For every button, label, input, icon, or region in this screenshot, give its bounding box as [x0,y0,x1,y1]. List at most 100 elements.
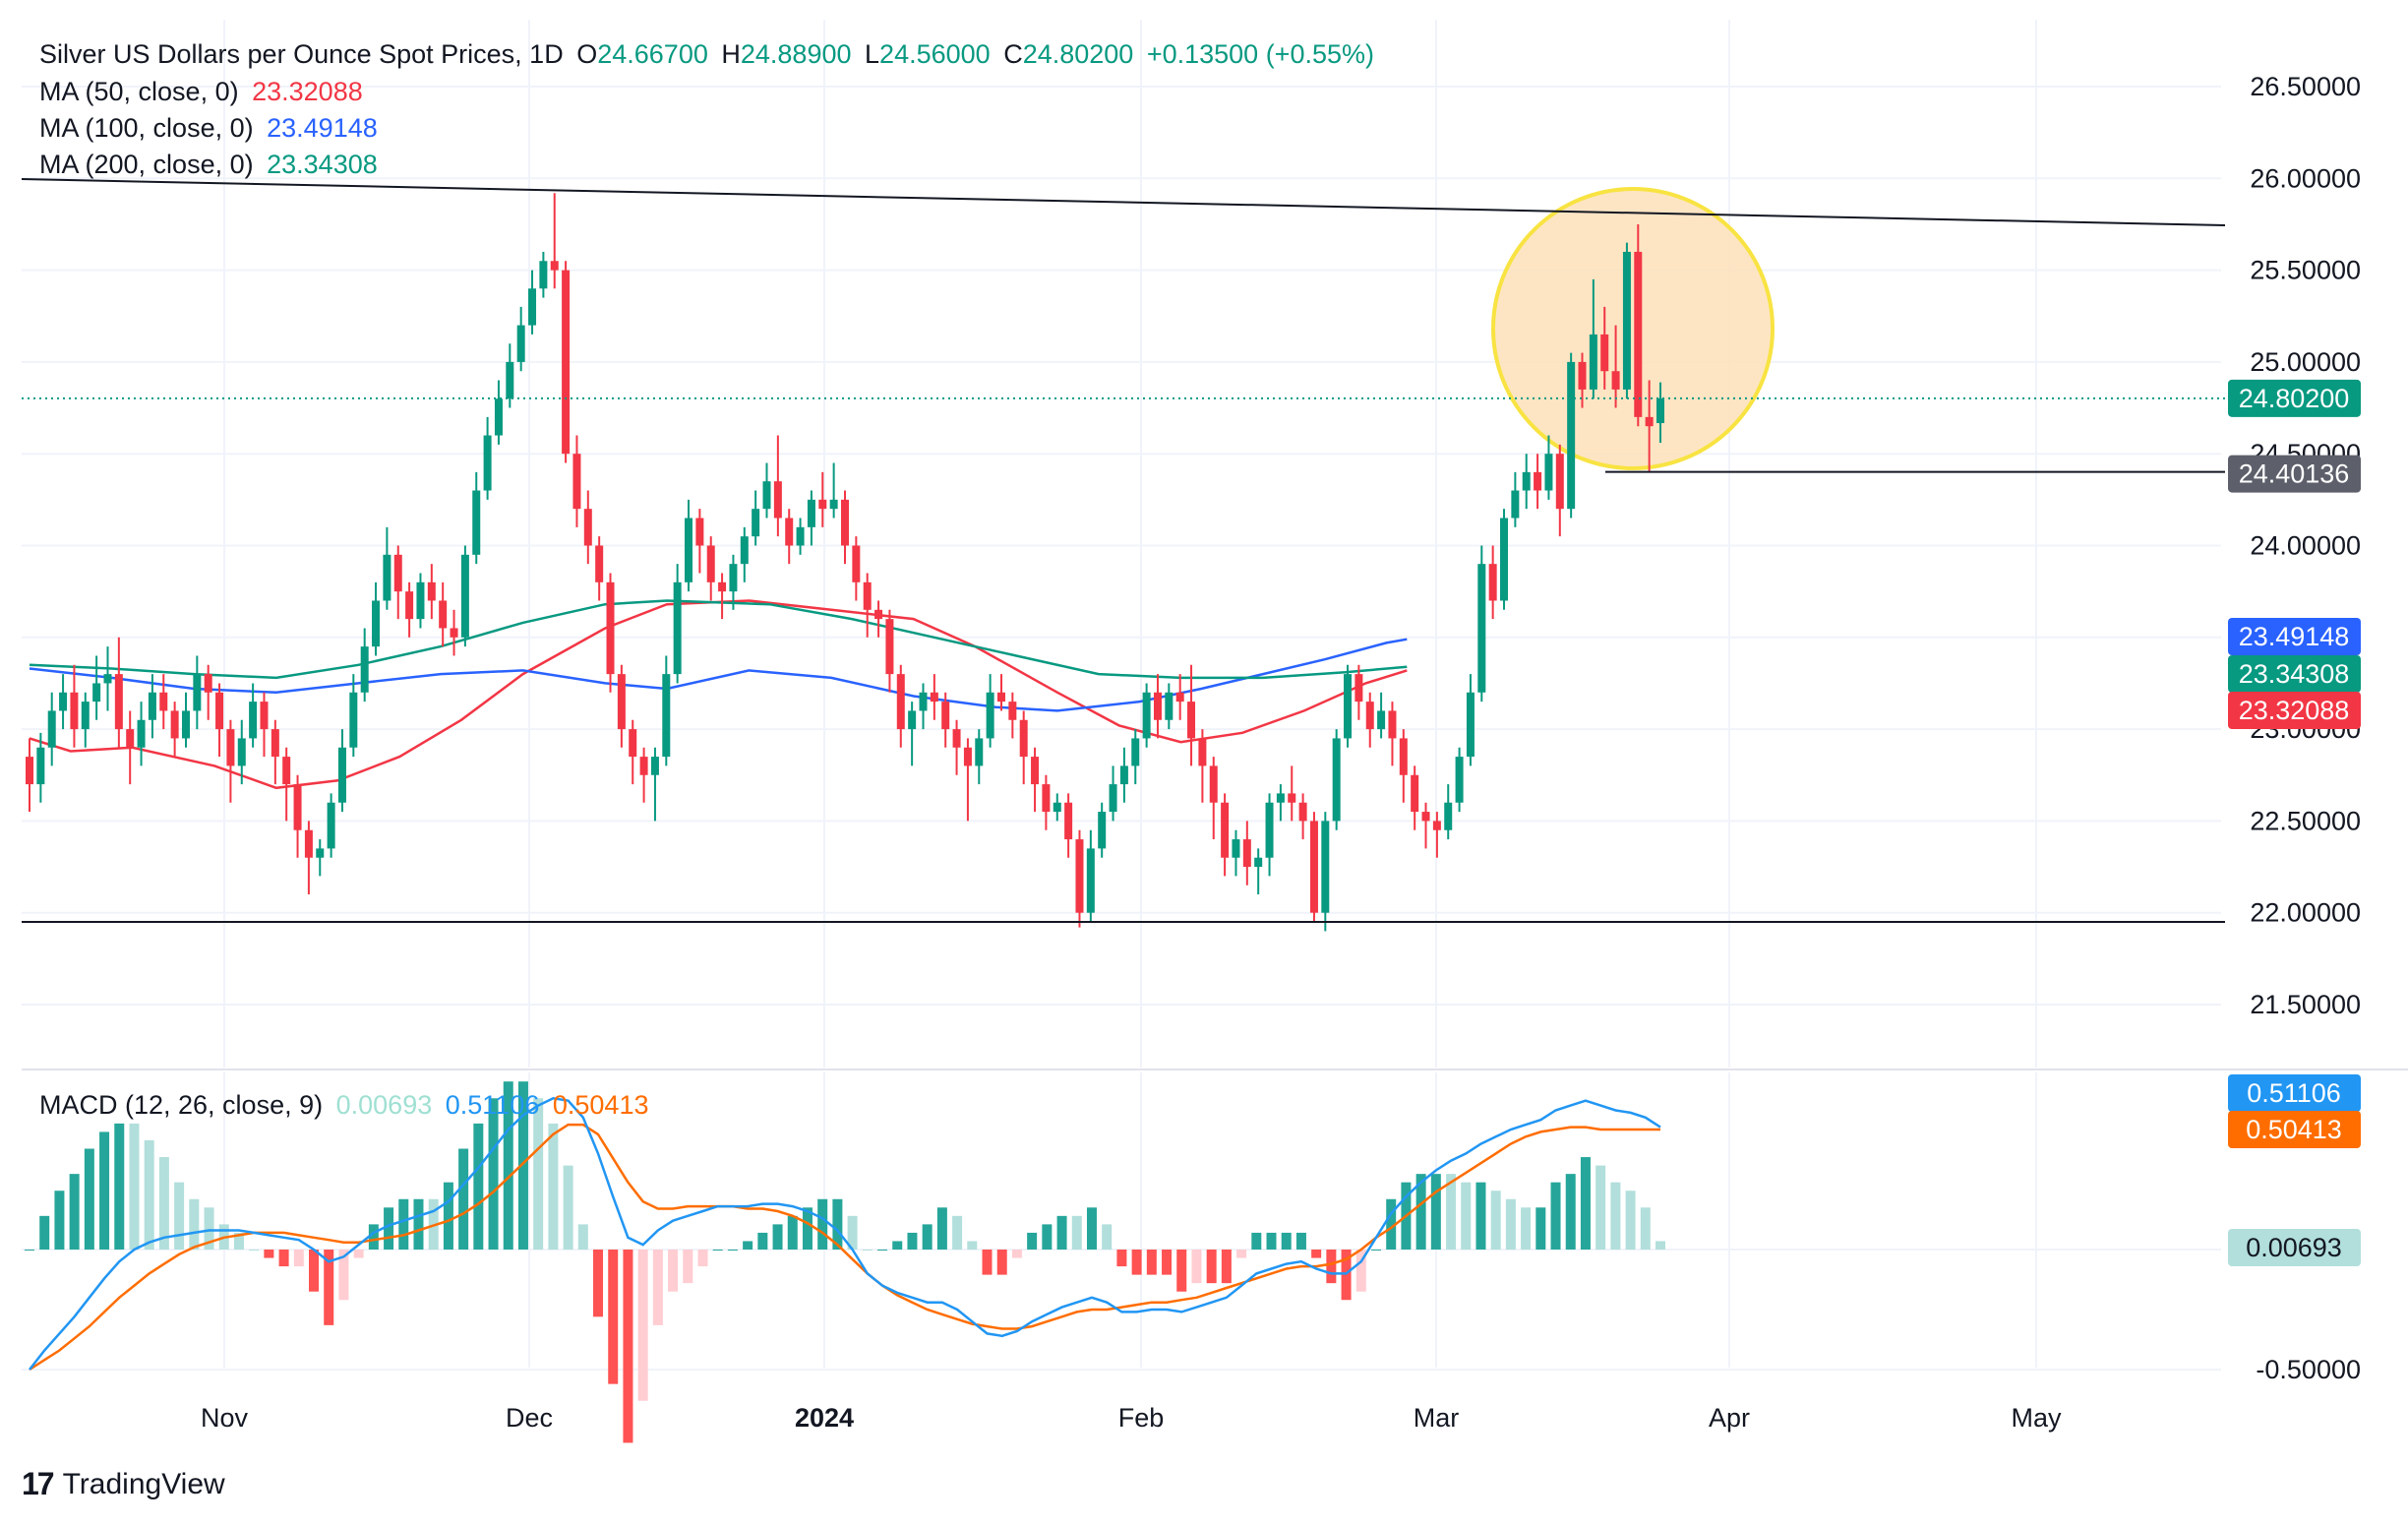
ohlc-high: H24.88900 [721,39,852,69]
macd-hist-tag-bg [2228,1229,2361,1266]
macd-histogram-bar [1027,1232,1038,1250]
candle [337,729,346,813]
candle-body [1242,839,1251,868]
candle-body [1153,692,1162,720]
candle [752,490,760,546]
time-tick-label: May [2011,1403,2062,1433]
macd-histogram-bar [503,1081,513,1250]
candle [1388,702,1397,766]
candle [639,747,648,803]
tradingview-brand[interactable]: 17 TradingView [22,1466,225,1502]
candle-body [1019,719,1028,758]
candle [181,692,190,748]
candle-body [159,692,168,711]
candle [952,719,961,775]
candle-body [952,729,961,748]
candle-body [114,674,123,730]
candle [1142,683,1151,748]
macd-histogram-bar [1550,1182,1561,1250]
candle-body [740,536,749,565]
candle-body [204,674,212,693]
candle [1477,545,1486,702]
macd-histogram-bar [264,1250,274,1258]
macd-histogram-bar [1086,1207,1097,1250]
candle [1544,435,1553,500]
macd-legend[interactable]: MACD (12, 26, close, 9) 0.00693 0.51106 … [39,1090,654,1121]
candle-body [383,554,391,601]
candle [1288,765,1296,822]
macd-histogram-bar [712,1250,723,1251]
candle-body [237,738,246,766]
macd-histogram-bar [1565,1174,1576,1250]
symbol-legend[interactable]: Silver US Dollars per Ounce Spot Prices,… [39,39,1380,70]
time-tick-label: Apr [1709,1403,1750,1433]
macd-histogram-bar [1370,1250,1381,1251]
candle [237,719,246,785]
ma100-label: MA (100, close, 0) [39,113,254,143]
macd-histogram-bar [727,1250,738,1251]
price-tick-label: 25.00000 [2250,347,2361,377]
candle [1075,829,1084,928]
candle [1634,223,1643,427]
candle-body [1432,821,1441,830]
candle-body [1187,702,1196,739]
macd-histogram-bar [1461,1182,1472,1250]
macd-histogram-bar [1056,1215,1067,1250]
macd-histogram-bar [278,1250,289,1267]
candle-body [1645,416,1654,427]
candle-body [249,702,258,739]
macd-histogram-bar [1281,1232,1292,1250]
macd-histogram-bar [1595,1165,1606,1250]
candle [885,609,894,693]
macd-histogram-bar [1326,1250,1337,1284]
macd-histogram-bar [832,1198,843,1250]
price-tick-label: 21.50000 [2250,990,2361,1019]
candle-body [1053,802,1061,813]
candle-body [1522,471,1531,491]
symbol-title: Silver US Dollars per Ounce Spot Prices,… [39,39,564,69]
candle-body [1455,757,1464,803]
macd-histogram-bar [309,1250,320,1292]
candle-body [450,628,458,638]
macd-signal-value: 0.50413 [552,1090,649,1120]
candle [1232,829,1240,877]
grid-lines [22,20,2408,1371]
candle-body [439,600,448,629]
macd-histogram-bar [249,1250,260,1251]
macd-histogram-bar [936,1207,947,1250]
ma200-legend[interactable]: MA (200, close, 0) 23.34308 [39,150,384,180]
axis-value-labels: 24.80200 24.40136 23.49148 23.34308 23.32088… [2228,379,2361,1266]
candle-body [103,674,112,684]
ma50-legend[interactable]: MA (50, close, 0) 23.32088 [39,77,369,107]
candle-body [1567,361,1576,510]
macd-histogram-bar [548,1123,559,1250]
candle-body [1198,738,1207,766]
candle [1042,774,1051,830]
candle [81,692,90,748]
candle-body [562,270,571,455]
candle-body [606,581,615,675]
macd-histogram-bar [563,1165,573,1250]
macd-histogram-bar [1266,1232,1277,1250]
candle [550,193,559,289]
last-price-tag-bg [2228,379,2361,417]
candle [996,674,1005,711]
candle-body [1209,765,1218,803]
candle-body [1031,757,1040,785]
ma100-legend[interactable]: MA (100, close, 0) 23.49148 [39,113,384,144]
macd-hist-tag: 0.00693 [2228,1229,2361,1266]
candle [450,609,458,656]
candle-body [617,674,626,730]
macd-hist-value: 0.00693 [335,1090,433,1120]
macd-histogram-bar [144,1139,154,1250]
macd-histogram-bar [907,1232,918,1250]
macd-histogram-bar [996,1250,1007,1275]
macd-histogram-bar [84,1148,94,1250]
candle [629,719,637,785]
candle [36,732,45,803]
macd-histogram-bar [877,1250,888,1251]
candle-body [1008,702,1017,720]
candle-body [1075,839,1084,913]
candle [1187,664,1196,766]
